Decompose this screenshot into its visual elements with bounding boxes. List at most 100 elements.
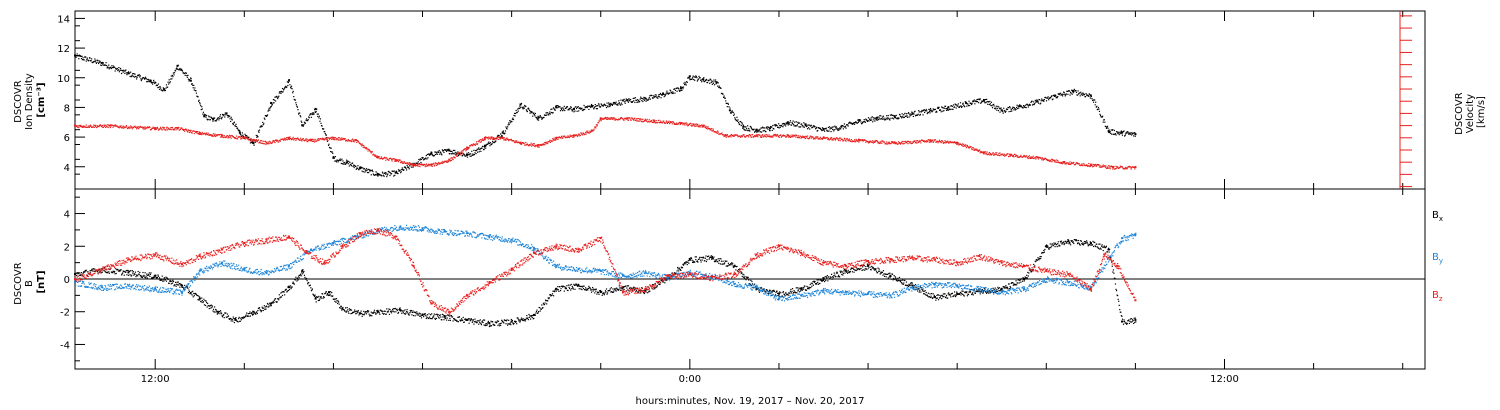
ion-density-series-dot [253, 144, 255, 146]
velocity-series-dot [777, 134, 779, 136]
velocity-series-dot [582, 132, 585, 135]
velocity-series-dot [183, 129, 185, 132]
bx-series-dot [143, 276, 146, 278]
bx-series-dot [455, 319, 457, 322]
ion-density-series-dot [622, 100, 624, 102]
velocity-series-dot [714, 131, 717, 133]
ion-density-series-dot [671, 91, 673, 93]
bx-series-dot [442, 316, 444, 318]
ion-density-series-dot [122, 70, 124, 72]
velocity-series-dot [1020, 154, 1022, 156]
ion-density-series-dot [782, 122, 785, 125]
ion-density-series-dot [795, 125, 797, 127]
ion-density-series-dot [796, 125, 798, 127]
velocity-series-dot [1011, 154, 1013, 156]
ion-density-series-dot [582, 108, 585, 111]
velocity-series-dot [1068, 162, 1070, 164]
bx-series-dot [173, 285, 175, 287]
velocity-series-dot [1130, 167, 1133, 169]
ion-density-series-dot [718, 86, 720, 89]
ion-density-series-dot [975, 100, 977, 102]
ion-density-series-dot [895, 114, 897, 117]
ion-density-series-dot [912, 112, 914, 115]
bx-series-dot [328, 292, 330, 294]
velocity-series-dot [578, 133, 580, 136]
velocity-series-dot [159, 128, 161, 130]
ion-density-series-dot [827, 130, 829, 132]
ion-density-series-dot [355, 165, 357, 167]
ion-density-series-dot [267, 110, 269, 112]
velocity-series-dot [367, 150, 369, 152]
ion-density-series-dot [231, 119, 233, 121]
ion-density-series-dot [949, 108, 951, 111]
velocity-series-dot [323, 139, 325, 141]
ion-density-series-dot [1007, 106, 1010, 109]
ion-density-series-dot [1107, 127, 1109, 129]
ion-density-series-dot [637, 99, 640, 101]
ion-density-series-dot [1075, 90, 1077, 92]
ion-density-series-dot [425, 157, 427, 159]
ion-density-series-dot [441, 149, 443, 151]
velocity-series-dot [400, 162, 402, 164]
ion-density-series-dot [654, 96, 656, 98]
velocity-series-dot [686, 123, 688, 125]
ion-density-series-dot [287, 81, 289, 84]
ion-density-series-dot [895, 117, 897, 119]
ion-density-series-dot [426, 153, 429, 156]
ion-density-series-dot [903, 114, 905, 116]
bx-series-dot [177, 281, 179, 283]
ion-density-series-point [858, 119, 861, 122]
ion-density-series-dot [1094, 104, 1096, 106]
bx-series-point [532, 314, 535, 316]
velocity-series-dot [726, 134, 728, 136]
ion-density-series-dot [1062, 93, 1064, 96]
velocity-series-dot [313, 141, 316, 143]
ion-density-series-dot [138, 74, 140, 76]
velocity-series-dot [958, 143, 960, 146]
ion-density-series-dot [222, 113, 224, 116]
velocity-series-dot [671, 123, 673, 125]
ion-density-series-dot [956, 104, 958, 106]
ion-density-series-dot [673, 88, 676, 90]
velocity-series-dot [731, 133, 733, 136]
bx-series-dot [403, 313, 406, 315]
velocity-series-dot [867, 142, 870, 144]
velocity-series-dot [1012, 155, 1014, 158]
velocity-series-dot [210, 134, 213, 136]
ion-density-series-dot [1009, 107, 1011, 109]
velocity-series-dot [1050, 158, 1052, 160]
ion-density-series-dot [872, 121, 874, 123]
velocity-series-dot [847, 139, 849, 141]
ion-density-series-dot [151, 83, 154, 85]
bx-series-dot [457, 321, 460, 323]
velocity-series-dot [658, 119, 660, 121]
ion-density-series-dot [118, 71, 121, 73]
velocity-series-dot [809, 136, 811, 139]
velocity-series-dot [966, 145, 968, 147]
ion-density-series-dot [529, 110, 532, 112]
velocity-series-dot [104, 124, 106, 126]
ion-density-series-dot [606, 105, 609, 107]
velocity-series-dot [974, 149, 976, 151]
velocity-series-dot [548, 140, 550, 143]
bx-series-dot [377, 309, 379, 311]
ion-density-series-dot [633, 97, 635, 99]
ion-density-series-dot [744, 126, 746, 128]
ion-density-series-dot [1064, 95, 1066, 97]
ion-density-series-dot [192, 84, 194, 86]
ion-density-series-dot [777, 126, 779, 128]
bx-series-dot [388, 313, 391, 315]
ion-density-series-dot [980, 101, 982, 104]
ion-density-series-dot [541, 118, 543, 120]
velocity-series-dot [1019, 156, 1021, 158]
ion-density-series-dot [181, 69, 183, 71]
velocity-series-dot [1110, 166, 1112, 168]
ion-density-series-dot [402, 168, 404, 171]
ion-density-series-dot [538, 119, 540, 121]
velocity-series-dot [456, 155, 458, 157]
bx-series-dot [162, 278, 164, 280]
ion-density-series-dot [523, 107, 525, 109]
ion-density-series-dot [937, 107, 940, 110]
ion-density-series-dot [740, 121, 742, 123]
velocity-series-dot [798, 137, 801, 139]
